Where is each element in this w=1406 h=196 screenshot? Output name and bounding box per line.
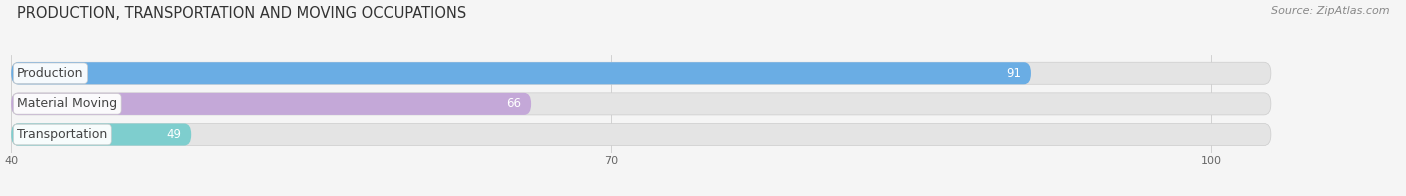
Text: Source: ZipAtlas.com: Source: ZipAtlas.com bbox=[1271, 6, 1389, 16]
Text: 66: 66 bbox=[506, 97, 522, 110]
Text: Material Moving: Material Moving bbox=[17, 97, 117, 110]
FancyBboxPatch shape bbox=[11, 123, 1271, 145]
FancyBboxPatch shape bbox=[11, 93, 1271, 115]
FancyBboxPatch shape bbox=[11, 62, 1271, 84]
Text: Production: Production bbox=[17, 67, 84, 80]
Text: PRODUCTION, TRANSPORTATION AND MOVING OCCUPATIONS: PRODUCTION, TRANSPORTATION AND MOVING OC… bbox=[17, 6, 467, 21]
Text: Transportation: Transportation bbox=[17, 128, 107, 141]
FancyBboxPatch shape bbox=[11, 123, 191, 145]
Text: 91: 91 bbox=[1005, 67, 1021, 80]
FancyBboxPatch shape bbox=[11, 93, 531, 115]
Text: 49: 49 bbox=[166, 128, 181, 141]
FancyBboxPatch shape bbox=[11, 62, 1031, 84]
